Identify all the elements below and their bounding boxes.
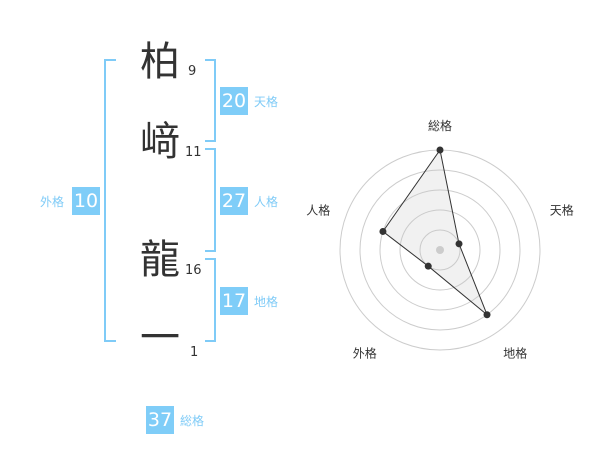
chikaku-label: 地格 <box>254 295 279 309</box>
radar-point <box>379 227 387 235</box>
tenkaku-label: 天格 <box>254 95 279 109</box>
radar-center <box>436 246 444 254</box>
name-char: 一 <box>140 315 180 361</box>
radar-point <box>455 240 463 248</box>
radar-axis-label: 人格 <box>306 202 330 217</box>
radar-polygon <box>382 148 488 316</box>
gaikaku-label: 外格 <box>40 195 65 209</box>
soukaku-value: 37 <box>146 406 174 434</box>
stroke-count: 11 <box>185 145 202 160</box>
radar-axis-label: 天格 <box>550 202 574 217</box>
tenkaku-value: 20 <box>220 87 248 115</box>
radar-point <box>483 311 491 319</box>
chikaku-bracket <box>205 258 216 342</box>
radar-point <box>424 262 432 270</box>
radar-ring <box>399 209 481 291</box>
radar-point <box>436 146 444 154</box>
jinkaku-bracket <box>205 148 216 252</box>
gaikaku-bracket <box>104 59 116 342</box>
stroke-count: 16 <box>185 263 202 278</box>
stroke-count: 1 <box>190 345 199 360</box>
chikaku-value: 17 <box>220 287 248 315</box>
radar-ring <box>419 229 461 271</box>
jinkaku-value: 27 <box>220 187 248 215</box>
name-char: 﨑 <box>140 119 180 165</box>
radar-ring <box>359 169 521 331</box>
radar-axis-label: 外格 <box>353 346 377 361</box>
radar-ring <box>379 189 501 311</box>
name-char: 龍 <box>140 237 180 283</box>
name-char: 柏 <box>140 39 180 85</box>
radar-axis-label: 総格 <box>428 118 452 133</box>
tenkaku-bracket <box>205 59 216 142</box>
radar-axis-label: 地格 <box>503 346 527 361</box>
jinkaku-label: 人格 <box>254 195 279 209</box>
stroke-count: 9 <box>188 64 197 79</box>
gaikaku-value: 10 <box>72 187 100 215</box>
soukaku-label: 総格 <box>180 414 205 428</box>
